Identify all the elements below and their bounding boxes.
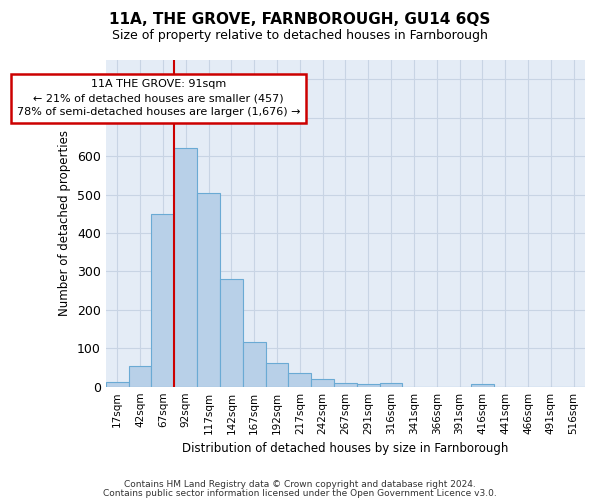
X-axis label: Distribution of detached houses by size in Farnborough: Distribution of detached houses by size … <box>182 442 509 455</box>
Y-axis label: Number of detached properties: Number of detached properties <box>58 130 71 316</box>
Bar <box>266 363 289 386</box>
Bar <box>357 384 380 386</box>
Bar <box>243 342 266 386</box>
Bar <box>380 383 403 386</box>
Bar <box>174 148 197 386</box>
Bar <box>197 194 220 386</box>
Bar <box>106 382 128 386</box>
Bar <box>128 366 151 386</box>
Text: 11A THE GROVE: 91sqm
← 21% of detached houses are smaller (457)
78% of semi-deta: 11A THE GROVE: 91sqm ← 21% of detached h… <box>17 79 300 117</box>
Text: Size of property relative to detached houses in Farnborough: Size of property relative to detached ho… <box>112 29 488 42</box>
Bar <box>334 383 357 386</box>
Bar <box>220 279 243 386</box>
Bar <box>471 384 494 386</box>
Text: Contains HM Land Registry data © Crown copyright and database right 2024.: Contains HM Land Registry data © Crown c… <box>124 480 476 489</box>
Bar <box>151 214 174 386</box>
Text: 11A, THE GROVE, FARNBOROUGH, GU14 6QS: 11A, THE GROVE, FARNBOROUGH, GU14 6QS <box>109 12 491 28</box>
Bar <box>311 379 334 386</box>
Bar <box>289 373 311 386</box>
Text: Contains public sector information licensed under the Open Government Licence v3: Contains public sector information licen… <box>103 489 497 498</box>
